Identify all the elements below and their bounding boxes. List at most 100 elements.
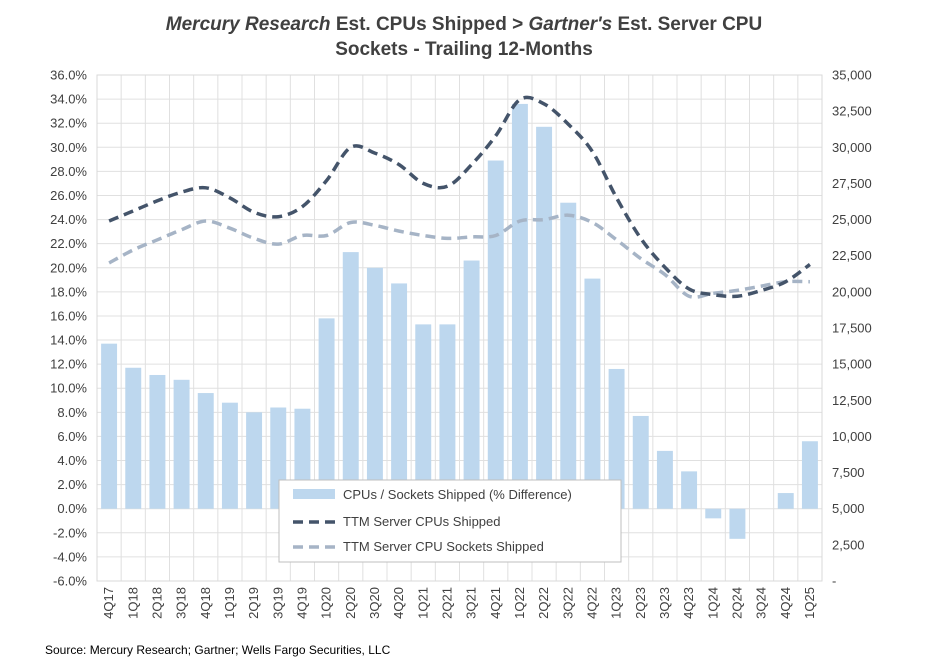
bar-pct-difference [439,324,456,509]
x-tick-label: 2Q20 [343,587,358,619]
y-right-tick-label: 7,500 [832,465,865,480]
bar-pct-difference [801,441,818,509]
y-left-tick-label: 36.0% [50,68,87,83]
bar-pct-difference [463,260,480,509]
bar-pct-difference [366,267,383,509]
bar-pct-difference [584,278,601,509]
x-tick-label: 2Q18 [149,587,164,619]
x-tick-label: 3Q24 [754,587,769,619]
y-left-tick-label: 12.0% [50,357,87,372]
line-ttm-cpus-shipped [108,95,811,299]
x-tick-label: 4Q19 [294,587,309,619]
x-tick-label: 4Q20 [391,587,406,619]
x-tick-label: 4Q24 [778,587,793,619]
source-note: Source: Mercury Research; Gartner; Wells… [45,643,391,657]
bar-pct-difference [221,402,238,509]
y-left-tick-label: 16.0% [50,308,87,323]
y-left-tick-label: 14.0% [50,333,87,348]
y-left-tick-label: 28.0% [50,164,87,179]
x-tick-label: 1Q22 [512,587,527,619]
bar-pct-difference [536,126,553,509]
x-tick-label: 3Q23 [657,587,672,619]
legend: CPUs / Sockets Shipped (% Difference) TTM… [278,479,622,563]
y-left-tick-label: 20.0% [50,260,87,275]
bar-pct-difference [656,450,673,509]
bar-pct-difference [197,393,214,509]
bar-pct-difference [632,415,649,509]
plot-border [96,74,823,582]
x-tick-label: 1Q23 [609,587,624,619]
x-tick-label: 1Q19 [222,587,237,619]
y-right-tick-label: 35,000 [832,68,872,83]
bar-pct-difference [729,508,746,539]
x-tick-label: 3Q19 [270,587,285,619]
x-tick-label: 1Q25 [802,587,817,619]
x-tick-label: 2Q23 [633,587,648,619]
y-right-tick-label: 2,500 [832,537,865,552]
x-tick-label: 4Q18 [198,587,213,619]
y-left-tick-label: 2.0% [57,477,87,492]
y-right-tick-label: 15,000 [832,357,872,372]
x-tick-label: 4Q17 [101,587,116,619]
bar-pct-difference [246,412,263,509]
y-right-tick-label: 10,000 [832,429,872,444]
y-left-tick-label: 6.0% [57,429,87,444]
y-left-tick-label: 26.0% [50,188,87,203]
y-right-tick-label: 22,500 [832,248,872,263]
legend-label-bars: CPUs / Sockets Shipped (% Difference) [343,487,572,502]
x-tick-label: 1Q21 [415,587,430,619]
line-series [108,95,811,299]
x-tick-label: 1Q20 [319,587,334,619]
bar-pct-difference [318,318,335,509]
bar-pct-difference [608,368,625,509]
y-left-tick-label: 4.0% [57,453,87,468]
bar-pct-difference [101,343,118,509]
bar-pct-difference [391,283,408,509]
y-left-tick-label: 30.0% [50,140,87,155]
x-tick-label: 2Q22 [536,587,551,619]
y-left-tick-label: 0.0% [57,501,87,516]
x-tick-label: 4Q23 [681,587,696,619]
x-tick-label: 1Q18 [125,587,140,619]
legend-label-sockets: TTM Server CPU Sockets Shipped [343,539,544,554]
bar-pct-difference [681,471,698,509]
x-tick-label: 3Q21 [464,587,479,619]
x-tick-label: 4Q21 [488,587,503,619]
x-tick-label: 3Q22 [560,587,575,619]
bar-pct-difference [705,508,722,519]
title-part4: Est. Server CPU [612,14,763,35]
y-right-tick-label: 12,500 [832,393,872,408]
y-right-tick-label: 32,500 [832,104,872,119]
y-left-tick-label: 22.0% [50,236,87,251]
gridlines [96,74,823,582]
x-tick-label: 1Q24 [705,587,720,619]
bar-pct-difference [149,374,166,509]
y-left-tick-label: 8.0% [57,405,87,420]
bar-pct-difference [777,493,794,509]
legend-box [278,479,622,563]
x-tick-label: 3Q20 [367,587,382,619]
y-right-tick-label: 27,500 [832,176,872,191]
bar-pct-difference [560,202,577,509]
title-part3: Gartner's [528,14,613,35]
y-right-tick-label: - [832,574,836,589]
y-left-tick-label: 24.0% [50,212,87,227]
y-right-tick-label: 17,500 [832,321,872,336]
chart-title: Mercury Research Est. CPUs Shipped > Gar… [0,12,928,62]
title-part1: Mercury Research [165,14,331,35]
x-tick-label: 3Q18 [174,587,189,619]
y-left-tick-label: 18.0% [50,284,87,299]
legend-swatch-bars [293,489,335,499]
x-tick-label: 2Q21 [439,587,454,619]
bar-pct-difference [415,324,432,509]
x-tick-label: 2Q24 [729,587,744,619]
y-right-tick-label: 25,000 [832,212,872,227]
y-left-tick-label: 34.0% [50,92,87,107]
right-axis: - 2,500 5,000 7,500 10,000 12,500 15,000 17,500… [832,68,872,589]
y-left-tick-label: 10.0% [50,381,87,396]
y-left-tick-label: -4.0% [53,549,87,564]
y-right-tick-label: 5,000 [832,501,865,516]
bar-pct-difference [342,252,359,509]
bar-pct-difference [125,367,142,509]
bar-pct-difference [511,103,528,509]
